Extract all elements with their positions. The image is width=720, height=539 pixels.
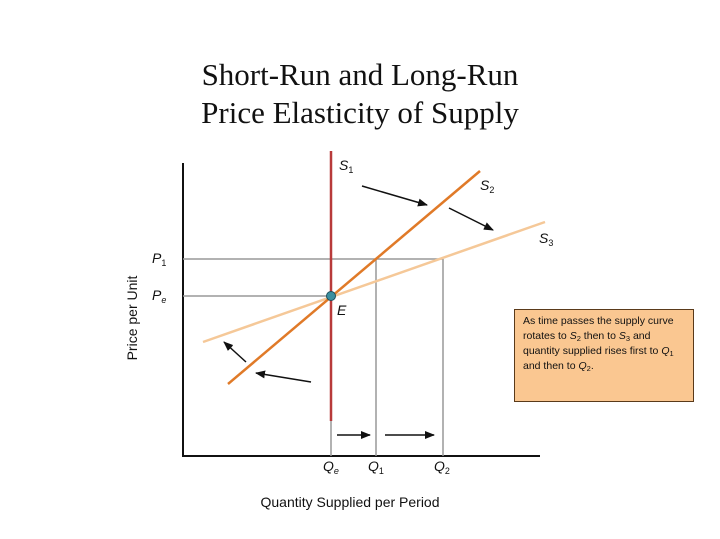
equilibrium-point — [326, 291, 336, 301]
arrows — [223, 185, 494, 439]
guide-lines — [183, 258, 444, 456]
label-p1: P1 — [152, 250, 166, 268]
explanation-note: As time passes the supply curve rotates … — [514, 309, 694, 402]
curve-s3 — [202, 220, 546, 344]
slide-title: Short-Run and Long-Run Price Elasticity … — [0, 56, 720, 132]
title-line-2: Price Elasticity of Supply — [201, 95, 519, 130]
label-q1: Q1 — [368, 458, 384, 476]
arrow-s2-to-s3 — [448, 207, 494, 231]
label-s3: S3 — [539, 230, 553, 248]
y-axis-label: Price per Unit — [124, 275, 140, 360]
curve-s2 — [227, 170, 481, 385]
label-s2: S2 — [480, 177, 494, 195]
label-e: E — [337, 302, 347, 318]
arrow-s1-to-s2 — [361, 185, 428, 207]
label-s1: S1 — [339, 157, 353, 175]
arrow-lower-left-long — [255, 370, 312, 383]
title-line-1: Short-Run and Long-Run — [201, 57, 519, 92]
label-qe: Qe — [323, 458, 339, 476]
arrow-lower-left-short — [223, 341, 247, 363]
x-axis-label: Quantity Supplied per Period — [261, 494, 440, 510]
label-pe: Pe — [152, 287, 166, 305]
label-q2: Q2 — [434, 458, 450, 476]
